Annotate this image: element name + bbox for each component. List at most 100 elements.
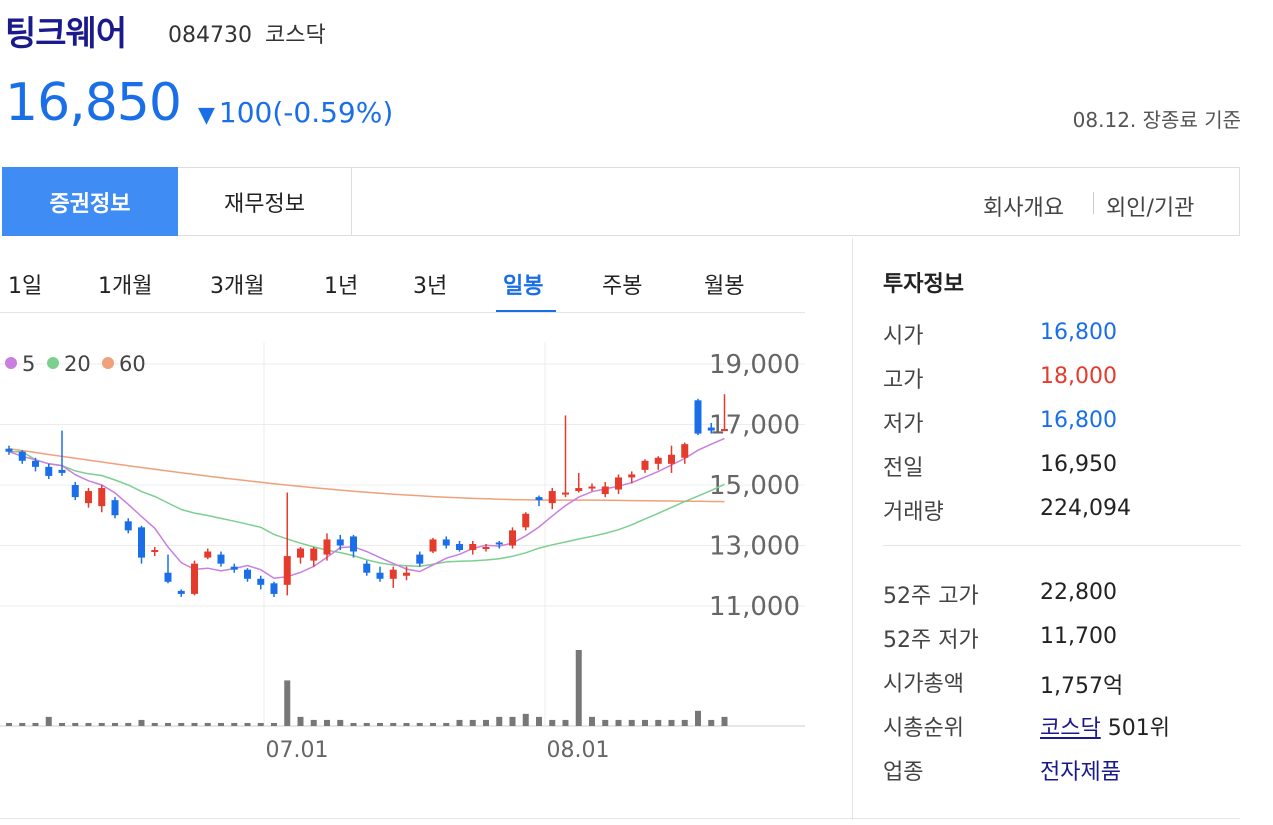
period-1m[interactable]: 1개월 [98, 274, 153, 299]
52w-low-label: 52주 저가 [883, 628, 979, 653]
info-divider [883, 545, 1241, 546]
stock-code: 084730 [168, 23, 252, 48]
period-1y[interactable]: 1년 [324, 274, 359, 299]
volume-bar [403, 722, 410, 726]
period-daily[interactable]: 일봉 [503, 274, 544, 299]
period-monthly[interactable]: 월봉 [704, 274, 745, 299]
candle-body [283, 556, 291, 585]
candle-body [694, 400, 702, 434]
volume-bar [456, 719, 463, 726]
candle-body [244, 569, 251, 579]
period-3y[interactable]: 3년 [413, 274, 448, 299]
price-basis-date: 08.12. 장종료 기준 [1072, 108, 1241, 132]
volume-bar [151, 722, 158, 726]
volume-bar [218, 722, 224, 726]
volume-bar [337, 719, 344, 726]
candle-body [442, 539, 450, 546]
volume-bar [483, 719, 489, 726]
candle-body [456, 543, 463, 551]
volume-bar [244, 722, 251, 726]
candle-body [230, 566, 238, 570]
candle-body [350, 536, 357, 552]
candle-body [615, 477, 622, 490]
candle-body [641, 460, 649, 470]
candle-body [257, 578, 265, 585]
foreign-institution-link[interactable]: 외인/기관 [1106, 196, 1195, 221]
candle-body [336, 539, 344, 546]
low-label: 저가 [883, 412, 924, 437]
cap-rank-label: 시총순위 [883, 716, 964, 741]
stock-code-market: 084730 코스닥 [168, 17, 326, 49]
active-period-indicator [496, 310, 556, 312]
volume-bar [191, 722, 198, 726]
volume-bar [231, 722, 238, 726]
kosdaq-link[interactable]: 코스닥 [1040, 716, 1101, 741]
price-change: ▼ 100(-0.59%) [198, 96, 393, 129]
legend-label: 5 [22, 352, 35, 376]
candle-body [562, 492, 569, 495]
stock-chart[interactable]: 19,000 17,000 15,000 13,000 11,000 07.01 08.01… [0, 320, 810, 780]
volume-bar [350, 722, 357, 726]
low-value: 16,800 [1040, 408, 1117, 433]
volume-bar [615, 719, 622, 726]
candle-body [85, 491, 92, 504]
chart-divider [0, 312, 805, 313]
volume-bar [284, 680, 291, 726]
candle-body [522, 513, 530, 528]
x-tick-label: 08.01 [547, 738, 610, 763]
candle-body [164, 572, 172, 582]
period-3m[interactable]: 3개월 [210, 274, 265, 299]
industry-label: 업종 [883, 760, 924, 785]
candle-body [628, 474, 636, 478]
candle-body [376, 572, 384, 579]
volume-bar [85, 722, 92, 726]
candle-body [681, 444, 689, 458]
industry-link[interactable]: 전자제품 [1040, 760, 1121, 785]
prev-close-value: 16,950 [1040, 452, 1117, 477]
volume-bar [602, 719, 609, 726]
volume-bar [125, 722, 132, 726]
candle-body [151, 550, 159, 553]
legend-label: 20 [64, 352, 91, 376]
candle-body [429, 539, 437, 552]
candle-body [668, 454, 675, 464]
prev-close-label: 전일 [883, 456, 924, 481]
volume-value: 224,094 [1040, 496, 1131, 521]
x-tick-label: 07.01 [266, 738, 329, 763]
y-tick-label: 11,000 [709, 592, 800, 622]
volume-bar [310, 719, 317, 726]
company-overview-link[interactable]: 회사개요 [983, 196, 1064, 221]
ma60-line [8, 447, 725, 503]
cap-rank-number: 501위 [1107, 716, 1170, 741]
volume-bar [204, 722, 211, 726]
candle-body [191, 563, 198, 594]
tab-securities[interactable]: 증권정보 [2, 167, 178, 236]
volume-bar [668, 719, 675, 726]
volume-bar [324, 719, 330, 726]
volume-bar [469, 719, 476, 726]
volume-bar [509, 716, 516, 726]
high-label: 고가 [883, 368, 924, 393]
price-change-value: 100(-0.59%) [218, 96, 394, 129]
open-label: 시가 [883, 324, 924, 349]
volume-bar [32, 722, 39, 726]
candle-body [575, 488, 583, 492]
candle-body [124, 521, 132, 531]
candle-body [204, 551, 212, 558]
volume-bar [522, 713, 529, 726]
candle-body [217, 554, 225, 564]
volume-bar [178, 722, 185, 726]
period-1d[interactable]: 1일 [8, 274, 43, 299]
volume-bar [575, 650, 582, 726]
volume-bar [271, 722, 277, 726]
period-weekly[interactable]: 주봉 [602, 274, 643, 299]
tab-financial[interactable]: 재무정보 [178, 167, 352, 236]
candle-body [270, 583, 278, 594]
volume-label: 거래량 [883, 500, 944, 525]
volume-bar [165, 722, 171, 726]
candle-body [588, 486, 596, 489]
candle-body [111, 500, 119, 516]
volume-bar [695, 710, 701, 726]
down-arrow-icon: ▼ [198, 103, 215, 128]
candle-body [310, 548, 318, 561]
